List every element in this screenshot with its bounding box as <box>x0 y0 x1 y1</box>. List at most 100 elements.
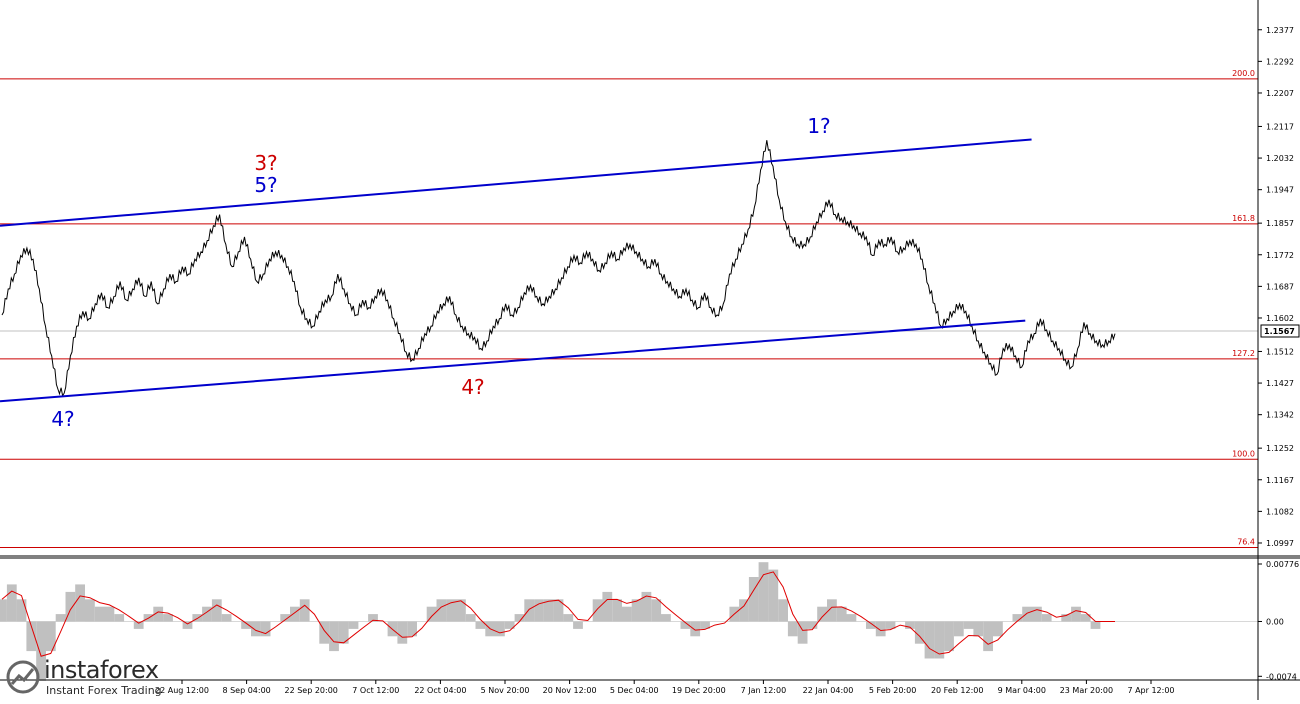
y-tick-label: 1.1427 <box>1266 379 1294 388</box>
macd-histogram-bar <box>983 621 993 652</box>
macd-signal-line <box>1 571 1115 657</box>
macd-y-tick-label: -0.0074 <box>1266 672 1297 681</box>
macd-histogram-bar <box>885 621 896 629</box>
y-tick-label: 1.2292 <box>1266 57 1294 66</box>
fib-level-label: 76.4 <box>1237 537 1255 546</box>
macd-histogram-bar <box>914 621 925 644</box>
x-tick-label: 5 Nov 20:00 <box>481 686 530 695</box>
y-tick-label: 1.1602 <box>1266 314 1294 323</box>
macd-histogram-bar <box>211 599 222 622</box>
macd-histogram-bar <box>817 606 827 622</box>
macd-histogram-bar <box>1061 614 1072 622</box>
wave-label: 5? <box>254 173 277 197</box>
logo-tagline: Instant Forex Trading <box>46 684 162 697</box>
macd-histogram-bar <box>768 569 779 622</box>
macd-histogram-bar <box>1080 614 1091 622</box>
macd-histogram-bar <box>543 599 554 622</box>
x-tick-label: 5 Dec 04:00 <box>610 686 659 695</box>
price-series-line <box>1 140 1116 398</box>
fib-level-label: 161.8 <box>1232 214 1255 223</box>
macd-histogram-bar <box>465 614 476 622</box>
x-tick-label: 20 Nov 12:00 <box>543 686 597 695</box>
macd-histogram-bar <box>651 599 662 622</box>
macd-histogram-bar <box>6 584 17 622</box>
fib-level-label: 200.0 <box>1232 69 1255 78</box>
macd-y-tick-label: 0.00 <box>1266 617 1284 626</box>
macd-histogram-bar <box>787 621 798 637</box>
macd-histogram-bar <box>807 621 818 629</box>
y-tick-label: 1.2207 <box>1266 89 1294 98</box>
macd-histogram-bar <box>280 614 291 622</box>
macd-histogram-bar <box>133 621 144 629</box>
instaforex-logo-mark-icon <box>6 660 40 694</box>
macd-histogram-bar <box>260 621 271 637</box>
logo-name: instaforex <box>44 656 159 684</box>
macd-histogram-bar <box>407 621 417 637</box>
y-tick-label: 1.2377 <box>1266 26 1294 35</box>
macd-histogram-bar <box>905 621 915 629</box>
macd-histogram-bar <box>748 577 759 622</box>
y-tick-label: 1.1082 <box>1266 507 1294 516</box>
y-tick-label: 1.1252 <box>1266 444 1294 453</box>
wave-label: 4? <box>51 407 74 431</box>
y-tick-label: 1.2032 <box>1266 154 1294 163</box>
macd-histogram-bar <box>348 621 359 629</box>
x-tick-label: 22 Sep 20:00 <box>284 686 337 695</box>
macd-histogram-bar <box>1090 621 1101 629</box>
macd-histogram-bar <box>114 614 125 622</box>
macd-histogram-bar <box>875 621 886 637</box>
macd-histogram-bar <box>963 621 974 629</box>
macd-histogram-bar <box>622 606 632 622</box>
y-tick-label: 1.1342 <box>1266 411 1294 420</box>
macd-histogram-bar <box>192 614 203 622</box>
x-tick-label: 7 Apr 12:00 <box>1127 686 1174 695</box>
macd-histogram-bar <box>65 591 76 622</box>
macd-histogram-bar <box>592 599 603 622</box>
macd-histogram-bar <box>290 606 300 622</box>
trend-channel-line <box>0 319 1026 403</box>
macd-histogram-bar <box>241 621 251 629</box>
macd-histogram-bar <box>338 621 349 644</box>
x-tick-label: 22 Oct 04:00 <box>414 686 466 695</box>
macd-histogram-bar <box>45 621 56 652</box>
macd-histogram-bar <box>700 621 710 629</box>
macd-histogram-bar <box>153 606 164 622</box>
macd-histogram-bar <box>934 621 945 659</box>
macd-histogram-bar <box>797 621 808 644</box>
macd-histogram-bar <box>329 621 339 652</box>
macd-histogram-bar <box>319 621 330 644</box>
fib-level-label: 100.0 <box>1232 449 1255 458</box>
x-tick-label: 22 Jan 04:00 <box>803 686 854 695</box>
macd-histogram-bar <box>631 599 642 622</box>
macd-histogram-bar <box>436 599 447 622</box>
macd-histogram-bar <box>1071 606 1081 622</box>
wave-label: 1? <box>807 114 830 138</box>
macd-histogram-bar <box>75 584 85 622</box>
macd-histogram-bar <box>251 621 261 637</box>
macd-histogram-bar <box>85 599 95 622</box>
macd-histogram-bar <box>827 599 837 622</box>
macd-histogram-bar <box>993 621 1003 637</box>
macd-histogram-bar <box>680 621 691 629</box>
current-price-box <box>1260 324 1300 338</box>
macd-histogram-bar <box>846 614 857 622</box>
x-tick-label: 23 Mar 20:00 <box>1060 686 1113 695</box>
macd-histogram-bar <box>602 591 613 622</box>
macd-histogram-bar <box>739 599 749 622</box>
macd-histogram-bar <box>953 621 964 637</box>
y-tick-label: 1.1512 <box>1266 347 1294 356</box>
y-tick-label: 1.1857 <box>1266 219 1294 228</box>
macd-histogram-bar <box>94 606 105 622</box>
y-tick-label: 1.0997 <box>1266 539 1294 548</box>
macd-histogram-bar <box>573 621 583 629</box>
macd-histogram-bar <box>475 621 486 629</box>
x-tick-label: 22 Aug 12:00 <box>155 686 209 695</box>
instaforex-logo: instaforex Instant Forex Trading <box>0 654 180 700</box>
macd-histogram-bar <box>446 599 456 622</box>
x-tick-label: 7 Oct 12:00 <box>352 686 399 695</box>
macd-histogram-bar <box>1041 614 1052 622</box>
macd-histogram-bar <box>55 614 66 622</box>
macd-histogram-bar <box>534 599 544 622</box>
y-tick-label: 1.1167 <box>1266 476 1294 485</box>
